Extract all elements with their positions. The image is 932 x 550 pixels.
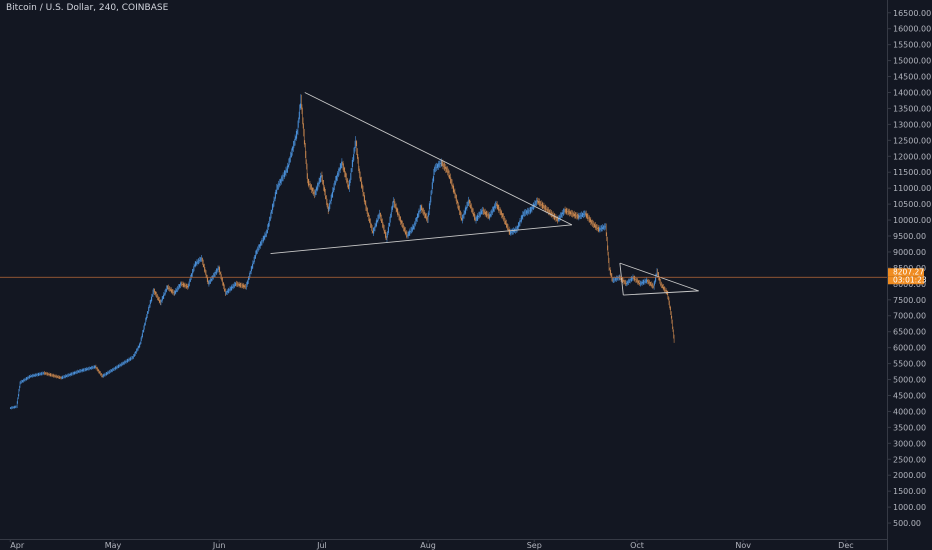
time-axis-label: May bbox=[105, 541, 122, 550]
price-axis-label: 1500.00 bbox=[893, 487, 926, 496]
price-axis-label: 3500.00 bbox=[893, 423, 926, 432]
upper-trendline[interactable] bbox=[304, 92, 573, 226]
price-axis-label: 6500.00 bbox=[893, 328, 926, 337]
time-axis-label: Sep bbox=[527, 541, 542, 550]
price-axis-label: 3000.00 bbox=[893, 439, 926, 448]
time-axis[interactable]: Apr May Jun Jul Aug Sep Oct Nov Dec bbox=[9, 539, 854, 550]
price-axis-label: 7000.00 bbox=[893, 312, 926, 321]
time-axis-label: Apr bbox=[10, 541, 25, 550]
time-axis-label: Nov bbox=[735, 541, 751, 550]
price-axis-label: 16500.00 bbox=[893, 9, 931, 18]
last-price-badge bbox=[888, 268, 924, 277]
time-axis-label: Dec bbox=[838, 541, 853, 550]
chart-title: Bitcoin / U.S. Dollar, 240, COINBASE bbox=[6, 3, 169, 13]
price-axis[interactable]: 500.00 1000.00 1500.00 2000.00 2500.00 3000.0… bbox=[887, 9, 931, 528]
small-lower-trendline[interactable] bbox=[623, 290, 699, 296]
lower-trendline[interactable] bbox=[270, 224, 572, 255]
price-axis-label: 13000.00 bbox=[893, 120, 931, 129]
time-axis-label: Aug bbox=[420, 541, 436, 550]
price-axis-label: 5000.00 bbox=[893, 376, 926, 385]
trendline-drawings[interactable] bbox=[270, 92, 699, 296]
price-axis-label: 10000.00 bbox=[893, 216, 931, 225]
price-axis-label: 4000.00 bbox=[893, 407, 926, 416]
time-axis-label: Oct bbox=[630, 541, 644, 550]
price-axis-label: 9000.00 bbox=[893, 248, 926, 257]
time-axis-label: Jul bbox=[316, 541, 327, 550]
price-axis-label: 6000.00 bbox=[893, 344, 926, 353]
price-axis-label: 7500.00 bbox=[893, 296, 926, 305]
countdown-badge bbox=[888, 276, 924, 285]
small-left-edge[interactable] bbox=[619, 263, 624, 296]
price-axis-label: 13500.00 bbox=[893, 104, 931, 113]
price-axis-label: 15500.00 bbox=[893, 41, 931, 50]
price-axis-label: 10500.00 bbox=[893, 200, 931, 209]
price-axis-label: 12000.00 bbox=[893, 152, 931, 161]
price-axis-label: 4500.00 bbox=[893, 391, 926, 400]
price-axis-label: 11000.00 bbox=[893, 184, 931, 193]
price-axis-label: 8000.00 bbox=[893, 280, 926, 289]
price-axis-label: 2500.00 bbox=[893, 455, 926, 464]
time-axis-label: Jun bbox=[212, 541, 226, 550]
price-axis-label: 14000.00 bbox=[893, 88, 931, 97]
price-axis-label: 11500.00 bbox=[893, 168, 931, 177]
last-price-label: 8207.27 bbox=[893, 268, 924, 277]
price-axis-label: 16000.00 bbox=[893, 25, 931, 34]
price-axis-label: 500.00 bbox=[893, 519, 921, 528]
countdown-label: 03:01:23 bbox=[893, 276, 927, 285]
price-axis-label: 14500.00 bbox=[893, 73, 931, 82]
price-axis-label: 2000.00 bbox=[893, 471, 926, 480]
price-axis-label: 12500.00 bbox=[893, 136, 931, 145]
price-axis-label: 9500.00 bbox=[893, 232, 926, 241]
price-axis-label: 15000.00 bbox=[893, 57, 931, 66]
price-axis-label: 1000.00 bbox=[893, 503, 926, 512]
price-axis-label: 5500.00 bbox=[893, 360, 926, 369]
